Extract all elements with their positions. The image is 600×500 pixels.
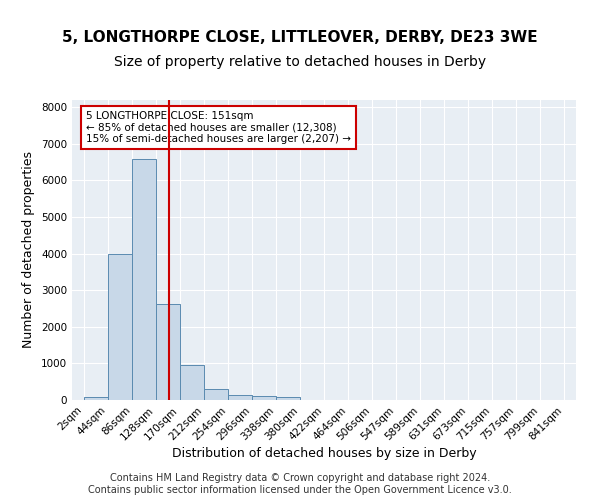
Bar	[132, 160, 156, 400]
Text: 5 LONGTHORPE CLOSE: 151sqm
← 85% of detached houses are smaller (12,308)
15% of : 5 LONGTHORPE CLOSE: 151sqm ← 85% of deta…	[86, 111, 351, 144]
Bar	[84, 398, 108, 400]
Bar	[108, 254, 132, 400]
Text: Contains HM Land Registry data © Crown copyright and database right 2024.
Contai: Contains HM Land Registry data © Crown c…	[88, 474, 512, 495]
Bar	[228, 395, 252, 400]
Bar	[252, 396, 276, 400]
X-axis label: Distribution of detached houses by size in Derby: Distribution of detached houses by size …	[172, 448, 476, 460]
Bar	[180, 365, 204, 400]
Bar	[156, 304, 180, 400]
Text: 5, LONGTHORPE CLOSE, LITTLEOVER, DERBY, DE23 3WE: 5, LONGTHORPE CLOSE, LITTLEOVER, DERBY, …	[62, 30, 538, 45]
Bar	[204, 388, 228, 400]
Bar	[276, 398, 300, 400]
Text: Size of property relative to detached houses in Derby: Size of property relative to detached ho…	[114, 55, 486, 69]
Y-axis label: Number of detached properties: Number of detached properties	[22, 152, 35, 348]
